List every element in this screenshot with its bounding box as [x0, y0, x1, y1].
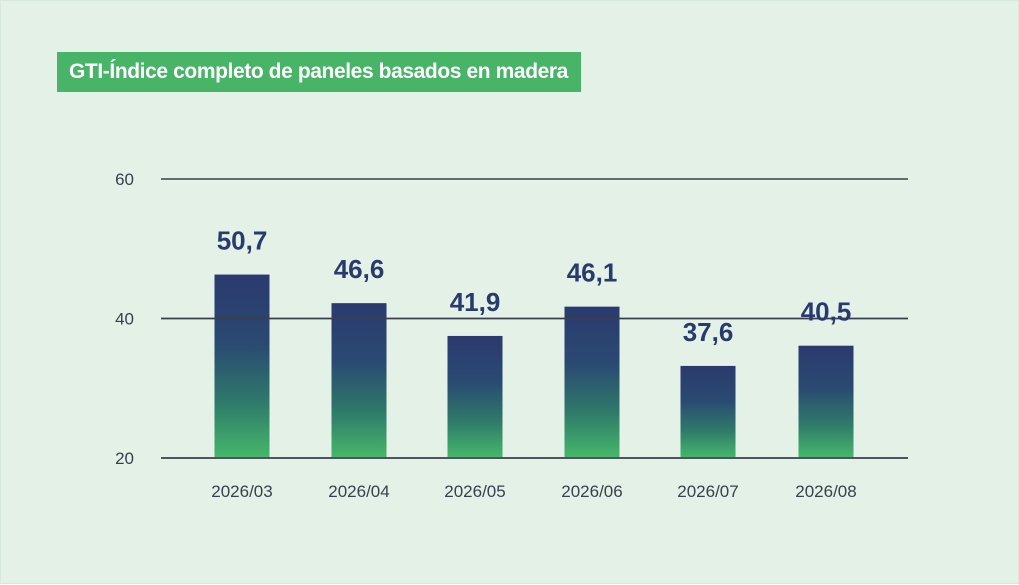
- bars: [214, 274, 854, 458]
- data-label: 41,9: [450, 287, 501, 317]
- data-label: 50,7: [217, 226, 268, 256]
- data-label: 40,5: [801, 297, 852, 327]
- x-tick-label: 2026/06: [561, 482, 622, 501]
- x-tick-label: 2026/03: [211, 482, 272, 501]
- chart-title: GTI-Índice completo de paneles basados e…: [69, 60, 568, 83]
- bar-2026-04: [331, 303, 387, 458]
- x-tick-label: 2026/04: [328, 482, 389, 501]
- bar-2026-06: [564, 306, 620, 458]
- x-tick-label: 2026/08: [795, 482, 856, 501]
- data-label: 46,1: [567, 258, 618, 288]
- data-label: 46,6: [334, 254, 385, 284]
- bar-2026-08: [798, 345, 854, 458]
- y-tick-label: 60: [115, 170, 134, 189]
- chart-title-box: GTI-Índice completo de paneles basados e…: [57, 52, 581, 92]
- labels: 20 40 60 50,7 2026/03 46,6 2026/04 41,9 2026/05 4…: [115, 170, 908, 501]
- bar-2026-05: [447, 335, 503, 458]
- y-tick-label: 40: [115, 310, 134, 329]
- bar-2026-03: [214, 274, 270, 458]
- data-label: 37,6: [683, 317, 734, 347]
- bar-2026-07: [680, 365, 736, 458]
- x-tick-label: 2026/05: [444, 482, 505, 501]
- x-tick-label: 2026/07: [677, 482, 738, 501]
- y-tick-label: 20: [115, 449, 134, 468]
